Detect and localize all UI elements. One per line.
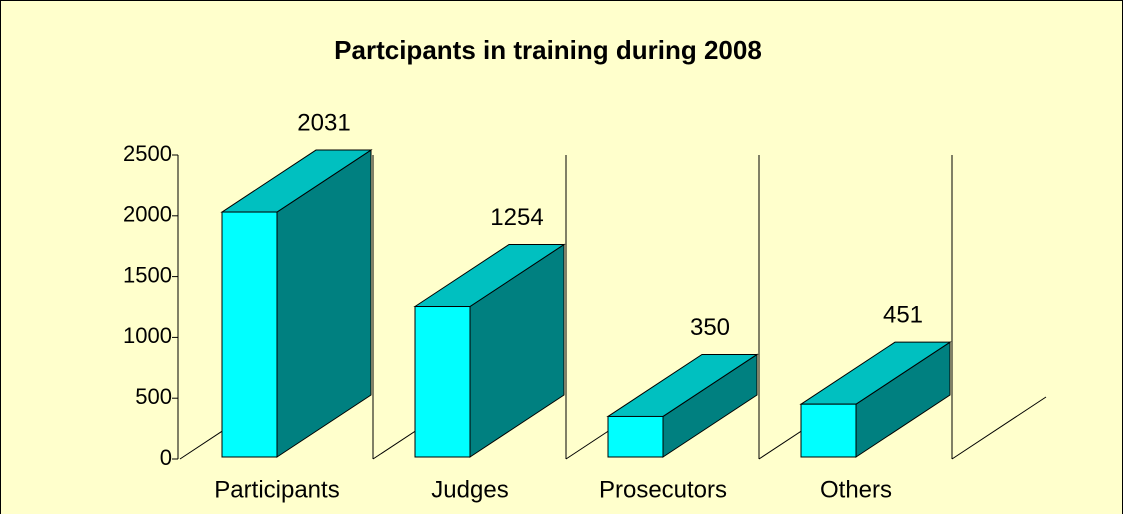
bar-front: [414, 306, 471, 458]
chart-title: Partcipants in training during 2008: [334, 35, 762, 65]
value-label: 1254: [490, 204, 543, 231]
x-tick-label: Prosecutors: [599, 476, 727, 503]
floor-line: [951, 396, 1047, 460]
x-tick-label: Others: [820, 476, 892, 503]
value-label: 2031: [297, 109, 350, 136]
bar-front: [221, 211, 278, 458]
value-label: 350: [690, 314, 730, 341]
bar-front: [607, 415, 664, 458]
floor-line: [179, 430, 223, 460]
y-tick-label: 1000: [123, 323, 172, 348]
y-tick-label: 2500: [123, 141, 172, 166]
x-tick-label: Participants: [214, 476, 339, 503]
bar-front: [800, 403, 857, 458]
y-tick-label: 500: [135, 384, 172, 409]
y-tick-label: 0: [160, 445, 172, 470]
value-label: 451: [883, 302, 923, 329]
y-tick-label: 1500: [123, 262, 172, 287]
x-tick-label: Judges: [431, 476, 508, 503]
y-tick-label: 2000: [123, 202, 172, 227]
